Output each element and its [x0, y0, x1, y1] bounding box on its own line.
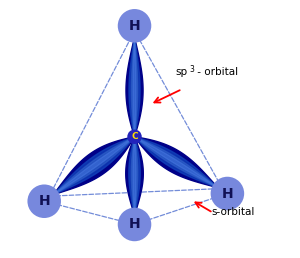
Polygon shape: [134, 137, 218, 188]
Polygon shape: [134, 137, 218, 188]
Circle shape: [118, 208, 151, 241]
Text: H: H: [222, 187, 233, 200]
Polygon shape: [133, 137, 136, 216]
Polygon shape: [131, 37, 138, 137]
Circle shape: [211, 177, 244, 210]
Polygon shape: [53, 137, 134, 195]
Polygon shape: [53, 137, 134, 195]
Text: sp: sp: [176, 67, 188, 77]
Text: H: H: [129, 217, 140, 231]
Circle shape: [118, 9, 151, 43]
Polygon shape: [134, 137, 218, 188]
Text: - orbital: - orbital: [194, 67, 238, 77]
Polygon shape: [126, 37, 143, 137]
Polygon shape: [129, 137, 140, 216]
Polygon shape: [126, 137, 143, 216]
Polygon shape: [129, 37, 140, 137]
Polygon shape: [131, 137, 138, 216]
Text: C: C: [131, 132, 138, 141]
Circle shape: [28, 184, 61, 218]
Text: 3: 3: [189, 64, 194, 74]
Text: s-orbital: s-orbital: [212, 207, 255, 216]
Text: H: H: [38, 194, 50, 208]
Polygon shape: [134, 137, 218, 188]
Polygon shape: [133, 37, 136, 137]
Text: H: H: [129, 19, 140, 33]
Polygon shape: [53, 137, 134, 195]
Circle shape: [127, 130, 142, 144]
Polygon shape: [53, 137, 134, 195]
